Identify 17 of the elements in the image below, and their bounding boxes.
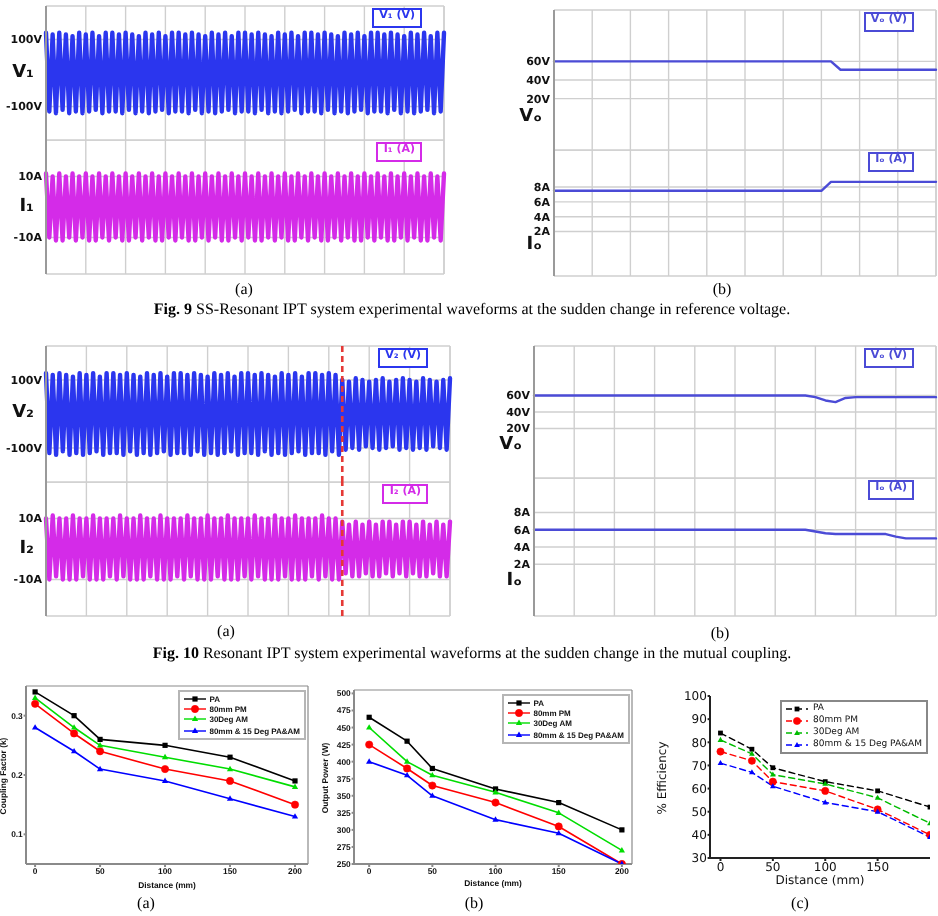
y-axis-title: I₂ [19, 538, 34, 558]
text: (a) [137, 894, 155, 912]
text: (a) [217, 622, 235, 640]
text: (b) [710, 624, 730, 642]
y-axis-title: I₁ [19, 196, 34, 216]
y-axis-title: Iₒ [506, 570, 522, 591]
caption: Fig. 10 Resonant IPT system experimental waveforms at the sudden change in the mutual coupling. [152, 644, 792, 662]
y-axis-title: V₁ [12, 62, 34, 82]
y-axis-title: Vₒ [499, 434, 522, 454]
y-axis-title: Vₒ [519, 106, 542, 127]
caption: Fig. 9 SS-Resonant IPT system experimental waveforms at the sudden change in reference voltage. [153, 300, 791, 318]
y-axis-title: Iₒ [526, 235, 542, 256]
y-axis-title: V₂ [12, 403, 34, 423]
text: (c) [791, 894, 809, 912]
text: (b) [464, 894, 484, 912]
text: (a) [235, 280, 253, 298]
text: (b) [712, 280, 732, 298]
